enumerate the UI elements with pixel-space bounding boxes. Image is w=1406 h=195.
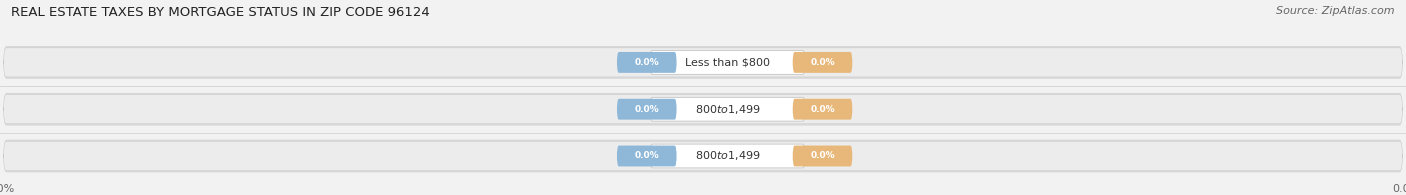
Text: 0.0%: 0.0% (810, 152, 835, 160)
Text: $800 to $1,499: $800 to $1,499 (695, 150, 761, 162)
Text: 0.0%: 0.0% (810, 105, 835, 114)
Text: 0.0%: 0.0% (634, 105, 659, 114)
FancyBboxPatch shape (793, 52, 852, 73)
FancyBboxPatch shape (617, 99, 676, 120)
FancyBboxPatch shape (793, 99, 852, 120)
FancyBboxPatch shape (650, 51, 804, 74)
FancyBboxPatch shape (3, 93, 1403, 126)
FancyBboxPatch shape (650, 97, 804, 121)
FancyBboxPatch shape (617, 52, 676, 73)
FancyBboxPatch shape (3, 95, 1403, 124)
Text: $800 to $1,499: $800 to $1,499 (695, 103, 761, 116)
FancyBboxPatch shape (3, 46, 1403, 79)
FancyBboxPatch shape (650, 144, 804, 168)
FancyBboxPatch shape (793, 145, 852, 167)
Text: 0.0%: 0.0% (634, 152, 659, 160)
FancyBboxPatch shape (617, 145, 676, 167)
Text: REAL ESTATE TAXES BY MORTGAGE STATUS IN ZIP CODE 96124: REAL ESTATE TAXES BY MORTGAGE STATUS IN … (11, 6, 430, 19)
FancyBboxPatch shape (3, 142, 1403, 170)
Text: 0.0%: 0.0% (634, 58, 659, 67)
Text: Source: ZipAtlas.com: Source: ZipAtlas.com (1277, 6, 1395, 16)
FancyBboxPatch shape (3, 48, 1403, 77)
Text: 0.0%: 0.0% (810, 58, 835, 67)
FancyBboxPatch shape (3, 140, 1403, 172)
Text: Less than $800: Less than $800 (685, 57, 770, 67)
